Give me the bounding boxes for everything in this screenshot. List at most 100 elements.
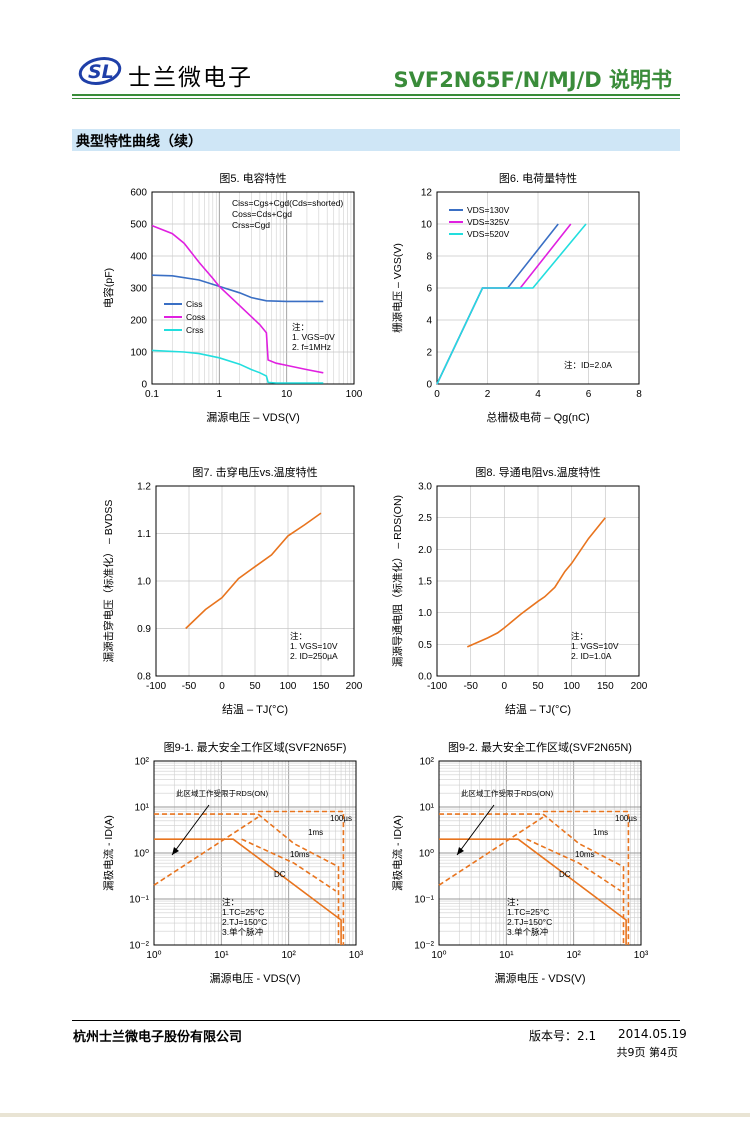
legend-label: Coss <box>186 312 205 322</box>
section-title: 典型特性曲线（续） <box>76 134 202 150</box>
x-tick-label: 150 <box>313 681 330 692</box>
chart-note: 2.TJ=150°C <box>507 917 552 927</box>
company-logo: SL <box>78 57 122 85</box>
series-line-4 <box>439 838 627 945</box>
series-line-3 <box>241 838 337 892</box>
x-tick-label: 0 <box>219 681 225 692</box>
chart-title: 图9-2. 最大安全工作区域(SVF2N65N) <box>448 740 632 754</box>
x-tick-label: 0 <box>434 389 440 400</box>
x-tick-label: 8 <box>636 389 642 400</box>
x-tick-label: 10² <box>566 950 581 961</box>
chart-note: 1. VGS=10V <box>290 641 338 651</box>
x-tick-label: 100 <box>563 681 580 692</box>
y-tick-label: 10² <box>420 757 435 768</box>
doc-title: SVF2N65F/N/MJ/D 说明书 <box>393 68 672 92</box>
soa-label: 100µs <box>615 814 637 823</box>
chart-note: 2. f=1MHz <box>292 342 331 352</box>
x-tick-label: 4 <box>535 389 541 400</box>
chart-note: 1.TC=25°C <box>507 907 549 917</box>
series-line-0 <box>436 223 559 385</box>
x-tick-label: 1 <box>217 389 223 400</box>
soa-label: 此区域工作受限于RDS(ON) <box>176 788 269 798</box>
series-line-0 <box>438 816 544 886</box>
y-tick-label: 0 <box>426 380 432 391</box>
y-tick-label: 8 <box>426 252 432 263</box>
series-line-2 <box>436 223 587 385</box>
x-axis-label: 漏源电压 - VDS(V) <box>494 971 585 985</box>
series-line-0 <box>466 517 606 648</box>
logo-text: SL <box>88 61 114 83</box>
x-tick-label: 10³ <box>634 950 649 961</box>
soa-label: 10ms <box>290 850 310 859</box>
footer-page: 共9页 第4页 <box>616 1046 679 1059</box>
x-tick-label: 50 <box>532 681 544 692</box>
x-tick-label: -50 <box>182 681 197 692</box>
y-tick-label: 300 <box>130 284 147 295</box>
y-tick-label: 10¹ <box>135 803 150 814</box>
x-tick-label: 10¹ <box>214 950 229 961</box>
chart-breakdown-voltage: -100 -50 0 50 100 150 200 0.8 0.9 1.0 1.1 1.2 图7. 击穿… <box>102 465 363 716</box>
x-tick-label: 100 <box>346 389 363 400</box>
y-tick-label: 6 <box>426 284 432 295</box>
y-tick-label: 0.9 <box>137 624 151 635</box>
chart-note: 注： <box>222 897 239 907</box>
y-tick-label: 10⁻¹ <box>414 895 434 906</box>
x-axis-label: 漏源电压 – VDS(V) <box>206 410 300 424</box>
footer-version: 版本号：2.1 <box>529 1029 597 1043</box>
y-tick-label: 2 <box>426 348 432 359</box>
chart-note: 注： <box>571 631 588 641</box>
x-tick-label: 10⁰ <box>431 950 446 961</box>
y-tick-label: 10 <box>421 220 433 231</box>
y-tick-label: 1.5 <box>418 577 432 588</box>
series-line-0 <box>185 512 322 630</box>
header-rule <box>72 94 680 96</box>
soa-label: 1ms <box>593 828 608 837</box>
x-tick-label: -50 <box>463 681 478 692</box>
x-axis-label: 漏源电压 - VDS(V) <box>209 971 300 985</box>
y-tick-label: 10⁻² <box>129 941 149 952</box>
plot-frame <box>436 191 640 385</box>
y-axis-label: 漏极电流 - ID(A) <box>391 815 404 891</box>
x-tick-label: 10² <box>281 950 296 961</box>
x-tick-label: 2 <box>485 389 491 400</box>
y-tick-label: 1.0 <box>418 608 432 619</box>
y-tick-label: 0.8 <box>137 672 151 683</box>
legend-label: Ciss <box>186 299 203 309</box>
section-bar <box>72 129 680 151</box>
soa-label: 10ms <box>575 850 595 859</box>
y-axis-label: 栅源电压 – VGS(V) <box>391 243 404 333</box>
chart-note: 1. VGS=0V <box>292 332 335 342</box>
plot-frame <box>436 485 640 677</box>
legend-label: Crss <box>186 325 203 335</box>
chart-annotation: Coss=Cds+Cgd <box>232 209 292 219</box>
plot-frame <box>155 485 355 677</box>
chart-title: 图9-1. 最大安全工作区域(SVF2N65F) <box>164 740 347 754</box>
x-tick-label: 10 <box>281 389 293 400</box>
y-tick-label: 1.1 <box>137 529 151 540</box>
soa-label: 1ms <box>308 828 323 837</box>
y-axis-label: 漏源导通电阻（标准化） – RDS(ON) <box>391 495 404 667</box>
series-line-4 <box>154 838 342 945</box>
legend-label: VDS=130V <box>467 205 510 215</box>
x-tick-label: 10¹ <box>499 950 514 961</box>
y-tick-label: 3.0 <box>418 482 432 493</box>
y-tick-label: 1.0 <box>137 577 151 588</box>
y-tick-label: 100 <box>130 348 147 359</box>
x-axis-label: 总栅极电荷 – Qg(nC) <box>486 410 589 424</box>
series-line-1 <box>258 810 345 945</box>
chart-soa-f: 10⁰ 10¹ 10² 10³ 10⁻² 10⁻¹ 10⁰ 10¹ 10² 图9-1. 最大安全工… <box>102 740 364 985</box>
y-tick-label: 10² <box>135 757 150 768</box>
x-tick-label: 0 <box>502 681 508 692</box>
y-tick-label: 2.5 <box>418 513 432 524</box>
y-tick-label: 12 <box>421 188 433 199</box>
x-tick-label: 200 <box>346 681 363 692</box>
x-tick-label: 100 <box>280 681 297 692</box>
y-tick-label: 600 <box>130 188 147 199</box>
footer-date: 2014.05.19 <box>618 1027 687 1041</box>
soa-label: DC <box>559 870 571 879</box>
chart-annotation: Crss=Cgd <box>232 220 270 230</box>
chart-note: 注： <box>507 897 524 907</box>
chart-note: 2. ID=250µA <box>290 651 338 661</box>
footer-company: 杭州士兰微电子股份有限公司 <box>73 1030 243 1045</box>
soa-arrowhead <box>172 847 179 855</box>
